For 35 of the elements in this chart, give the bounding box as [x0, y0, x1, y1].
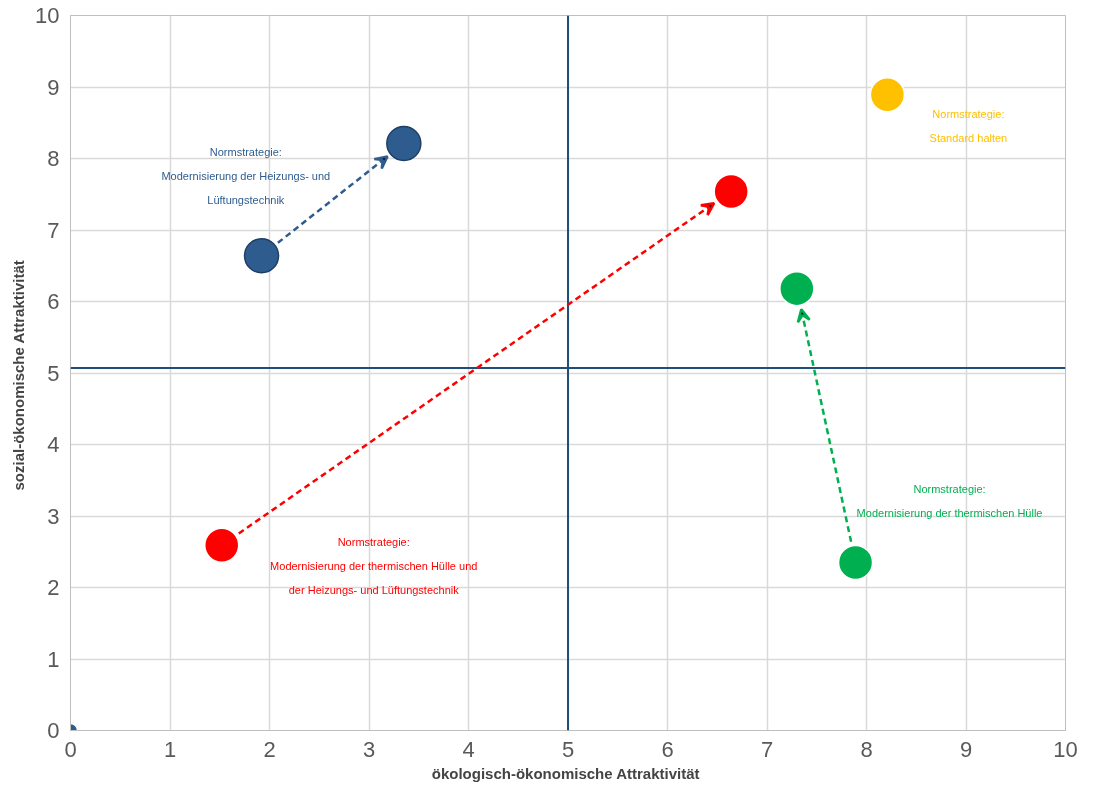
y-tick-label: 6 — [47, 289, 60, 314]
y-tick-label: 7 — [47, 217, 60, 243]
x-tick-label: 1 — [163, 736, 177, 762]
y-tick-label: 0 — [47, 718, 60, 743]
y-axis-title: sozial-ökonomische Attraktivität — [10, 260, 28, 491]
x-tick-label: 3 — [362, 736, 376, 762]
point — [837, 544, 874, 581]
y-tick-label: 8 — [47, 146, 60, 171]
point — [203, 527, 240, 564]
x-tick-label: 2 — [263, 736, 276, 762]
y-tick-label: 2 — [47, 575, 60, 600]
y-tick-label: 3 — [47, 503, 60, 529]
x-tick-label: 0 — [64, 736, 77, 762]
point — [869, 77, 906, 113]
x-axis-title: ökologisch-ökonomische Attraktivität — [431, 764, 700, 782]
x-tick-label: 7 — [760, 736, 774, 762]
x-tick-label: 10 — [1053, 736, 1078, 762]
y-tick-label: 5 — [47, 360, 60, 386]
x-tick-label: 4 — [462, 736, 475, 762]
point — [779, 270, 815, 307]
point — [713, 173, 749, 210]
y-tick-label: 1 — [47, 646, 60, 672]
point — [386, 125, 422, 162]
y-tick-label: 10 — [35, 3, 60, 28]
y-tick-label: 4 — [47, 432, 60, 457]
text: Normstrategie: Modernisierung der thermischen Hülle — [856, 483, 1043, 520]
text: Normstrategie: Modernisierung der Heizungs- und Lüftungstechnik — [161, 146, 331, 207]
point — [243, 238, 280, 274]
text: Normstrategie: Standard halten — [929, 107, 1008, 144]
text: Normstrategie: Modernisierung der thermischen Hülle und der Heizungs- und Lüftungstechnik — [270, 536, 478, 597]
x-tick-label: 5 — [561, 736, 575, 762]
y-tick-label: 9 — [47, 74, 60, 100]
x-tick-label: 6 — [661, 736, 674, 762]
x-tick-label: 9 — [959, 736, 973, 762]
x-tick-label: 8 — [860, 736, 873, 762]
